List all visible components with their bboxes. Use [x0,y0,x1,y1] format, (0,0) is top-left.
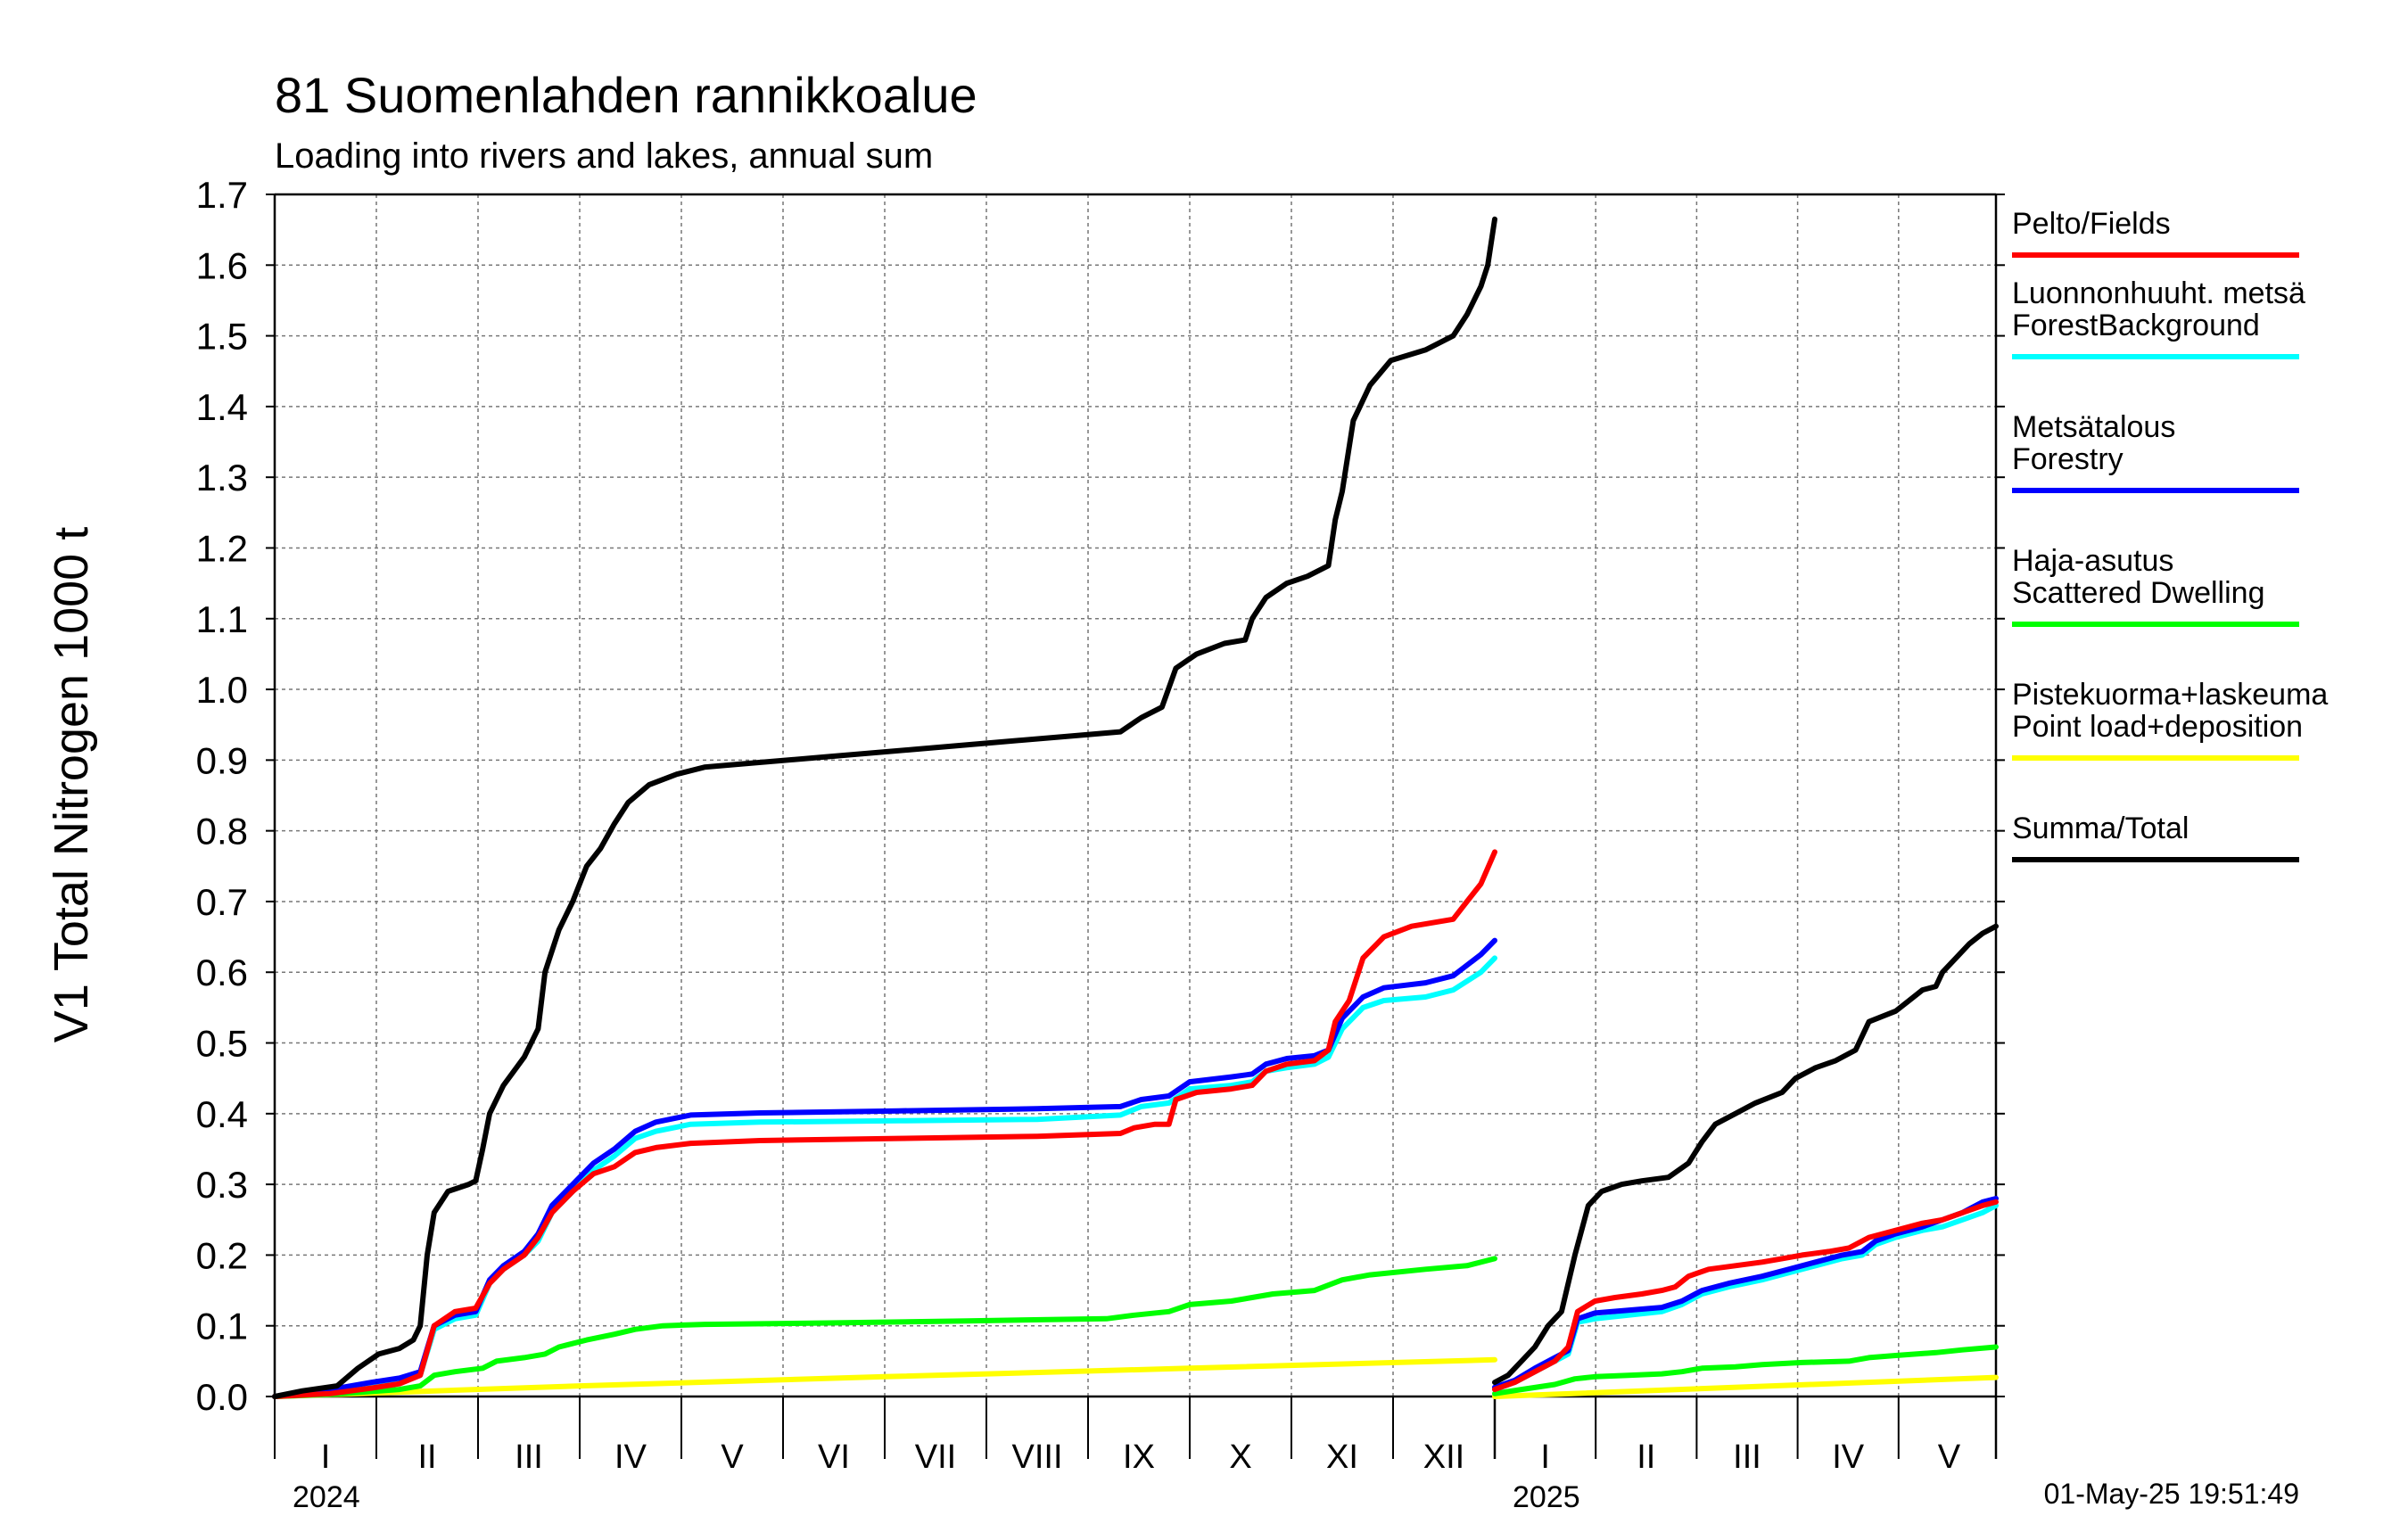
month-label: VIII [1011,1438,1062,1476]
series-line-luonnonhuuht-mets-forestbackground-2024 [272,955,1497,1399]
series-line-summa-total-2024 [272,216,1497,1399]
series-line-pistekuorma-laskeuma-point-load-deposition-2024 [272,1356,1497,1399]
year-label: 2024 [293,1480,360,1514]
y-tick-label: 1.1 [196,598,248,640]
legend-label: Luonnonhuuht. metsä [2012,276,2305,310]
y-tick-label: 1.2 [196,527,248,569]
series-line-mets-talous-forestry-2024 [272,937,1497,1399]
y-tick-label: 0.1 [196,1306,248,1347]
legend-label: ForestBackground [2012,309,2260,342]
legend: Pelto/Fields Luonnonhuuht. metsäForestBac… [2012,207,2328,862]
month-label: IV [1832,1438,1865,1476]
y-tick-label: 0.4 [196,1093,248,1135]
y-tick-label: 0.2 [196,1234,248,1276]
month-label: IV [614,1438,647,1476]
series-line-pistekuorma-laskeuma-point-load-deposition-2025 [1492,1374,1999,1399]
chart-title: 81 Suomenlahden rannikkoalue [275,67,977,123]
series-line-mets-talous-forestry-2025 [1492,1196,1999,1390]
series-line-haja-asutus-scattered-dwelling-2025 [1492,1344,1999,1397]
y-tick-label: 1.5 [196,316,248,358]
y-tick-label: 0.7 [196,881,248,923]
series-line-pelto-fields-2025 [1492,1199,1999,1393]
y-tick-label: 1.6 [196,244,248,286]
series-line-summa-total-2025 [1492,923,1999,1386]
series-line-haja-asutus-scattered-dwelling-2024 [272,1256,1497,1399]
year-label: 2025 [1513,1480,1580,1514]
y-tick-label: 0.9 [196,739,248,781]
month-label: V [721,1438,744,1476]
month-label: XI [1326,1438,1358,1476]
month-label: III [1733,1438,1761,1476]
month-label: II [1637,1438,1655,1476]
month-label: VII [915,1438,956,1476]
axes: 0.0 0.1 0.2 0.3 0.4 0.5 0.6 0.7 0.8 0.9 1.0 1.1 1.2 1… [196,174,2005,1514]
month-label: X [1229,1438,1251,1476]
legend-label: Metsätalous [2012,410,2175,444]
y-tick-label: 0.0 [196,1376,248,1418]
month-label: V [1938,1438,1961,1476]
y-tick-label: 0.8 [196,811,248,853]
series-line-pelto-fields-2024 [272,849,1497,1399]
legend-entry: Summa/Total [2012,812,2299,862]
chart-subtitle: Loading into rivers and lakes, annual su… [275,136,933,176]
month-label: II [417,1438,436,1476]
y-tick-label: 1.4 [196,386,248,428]
series-line-luonnonhuuht-mets-forestbackground-2025 [1492,1202,1999,1393]
legend-label: Summa/Total [2012,812,2189,845]
legend-label: Forestry [2012,442,2123,476]
y-axis-label: V1 Total Nitrogen 1000 t [45,527,98,1042]
month-label: III [515,1438,543,1476]
y-tick-label: 0.5 [196,1023,248,1065]
legend-label: Scattered Dwelling [2012,576,2264,610]
series-lines [272,216,1999,1399]
legend-label: Haja-asutus [2012,544,2173,578]
y-tick-label: 1.3 [196,457,248,498]
y-tick-label: 0.3 [196,1164,248,1206]
y-tick-label: 1.0 [196,669,248,711]
month-label: I [321,1438,331,1476]
y-tick-label: 1.7 [196,174,248,216]
month-label: XII [1423,1438,1464,1476]
legend-label: Point load+deposition [2012,710,2303,744]
month-label: VI [818,1438,850,1476]
y-tick-label: 0.6 [196,952,248,993]
timestamp: 01-May-25 19:51:49 [2044,1478,2299,1510]
grid [275,194,1996,1397]
legend-entry: Pelto/Fields [2012,207,2299,258]
month-label: I [1540,1438,1550,1476]
legend-label: Pelto/Fields [2012,207,2171,241]
month-label: IX [1123,1438,1155,1476]
legend-label: Pistekuorma+laskeuma [2012,678,2328,712]
